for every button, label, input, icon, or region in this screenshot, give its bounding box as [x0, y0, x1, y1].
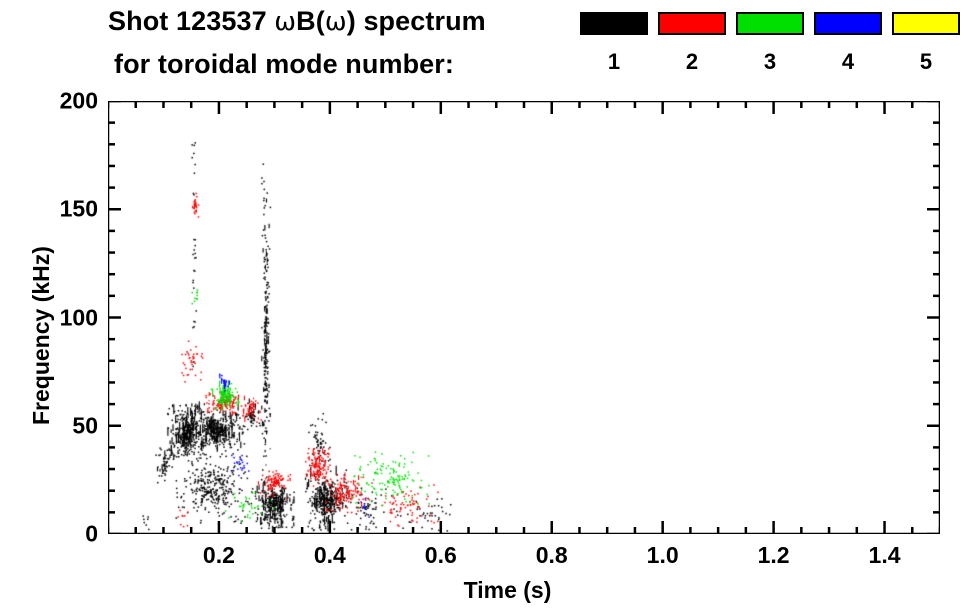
x-tick-label: 0.6 [424, 542, 457, 568]
x-tick-label: 0.4 [313, 542, 346, 568]
legend-item-5[interactable]: 5 [892, 12, 960, 73]
legend-label-mode-4: 4 [841, 49, 855, 74]
x-tick-label: 0.8 [535, 542, 568, 568]
legend: 1 2 3 4 5 [580, 12, 960, 90]
plot-area [108, 101, 940, 534]
title-spectrum-text: ) spectrum [346, 6, 486, 36]
legend-swatch-mode-5 [892, 12, 960, 35]
legend-label-mode-5: 5 [919, 49, 933, 74]
title-block: Shot 123537 ωB(ω) spectrum for toroidal … [0, 0, 963, 95]
legend-label-mode-3: 3 [763, 49, 777, 74]
spectrogram-data-canvas [108, 101, 940, 534]
legend-label-mode-1: 1 [607, 49, 621, 74]
legend-label-mode-2: 2 [685, 49, 699, 74]
omega-symbol-1: ω [274, 7, 297, 37]
x-tick-label: 1.2 [757, 542, 790, 568]
title-b-open: B( [296, 6, 325, 36]
legend-item-1[interactable]: 1 [580, 12, 648, 73]
omega-symbol-2: ω [324, 7, 347, 37]
legend-swatch-mode-3 [736, 12, 804, 35]
y-tick-label: 0 [85, 520, 98, 547]
legend-item-3[interactable]: 3 [736, 12, 804, 73]
legend-swatch-mode-4 [814, 12, 882, 35]
y-tick-label: 50 [72, 412, 98, 439]
legend-swatch-mode-2 [658, 12, 726, 35]
legend-item-4[interactable]: 4 [814, 12, 882, 73]
y-tick-label: 150 [59, 195, 98, 222]
legend-swatch-mode-1 [580, 12, 648, 35]
y-tick-label: 200 [59, 87, 98, 114]
x-tick-label: 0.2 [202, 542, 235, 568]
x-tick-label: 1.4 [868, 542, 901, 568]
y-tick-label: 100 [59, 304, 98, 330]
x-axis-tick-labels: 0.2 0.4 0.6 0.8 1.0 1.2 1.4 [108, 542, 940, 574]
legend-item-2[interactable]: 2 [658, 12, 726, 73]
title-shot-text: Shot 123537 [108, 6, 275, 36]
title-subtitle: for toroidal mode number: [114, 49, 454, 79]
x-axis-label: Time (s) [0, 577, 963, 604]
x-tick-label: 1.0 [646, 542, 679, 568]
x-axis-label-text: Time (s) [463, 577, 552, 603]
y-axis-tick-labels: 200 150 100 50 0 [0, 88, 98, 547]
page-title: Shot 123537 ωB(ω) spectrum [108, 6, 486, 37]
